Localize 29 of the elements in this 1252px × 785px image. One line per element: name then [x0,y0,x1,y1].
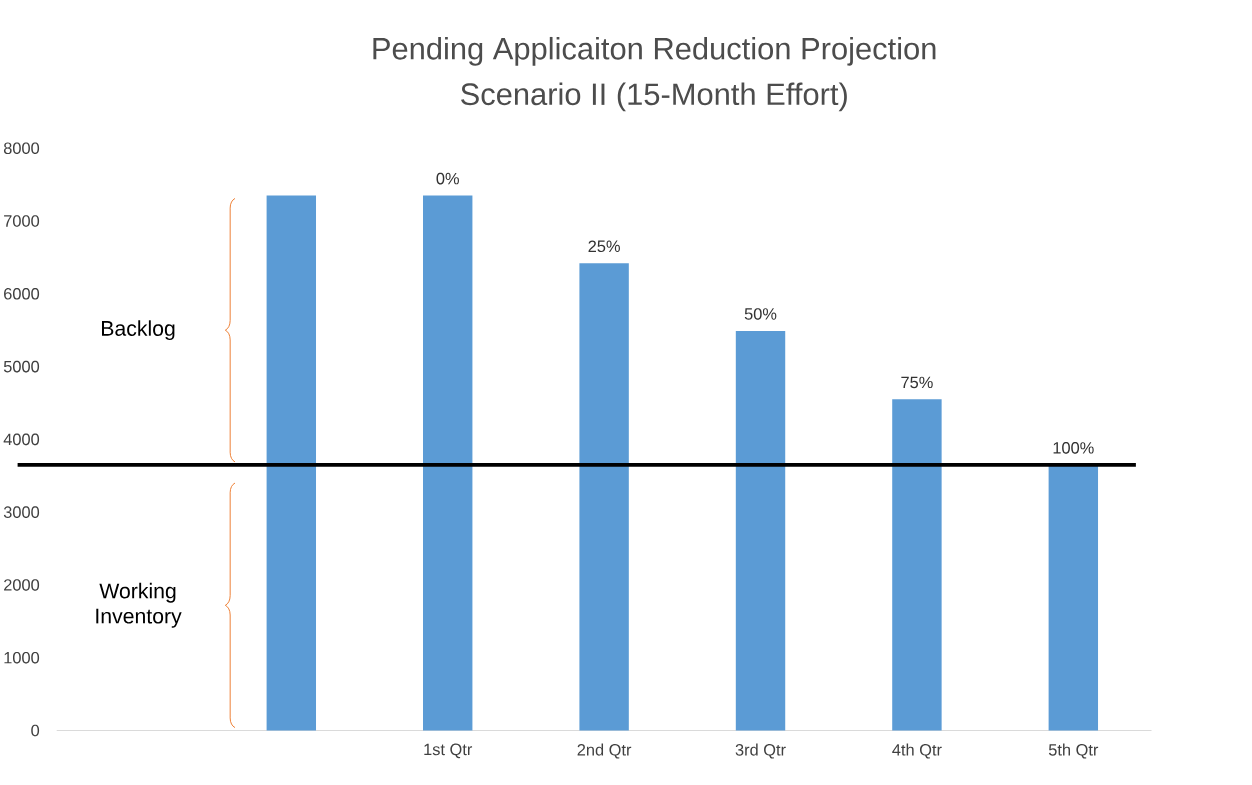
annotation: Backlog [102,320,175,341]
y-tick-label: 8000 [3,142,40,155]
x-tick-label: 1st Qtr [424,743,473,759]
annotation: Working Inventory [96,582,182,628]
y-tick-label: 2000 [4,579,40,591]
chart-title: Pending Applicaiton Reduction Projection [373,37,936,66]
x-tick-label: 2nd Qtr [577,743,632,759]
annotation: 50% [744,308,777,320]
bar [266,195,317,731]
annotation: 100% [1053,442,1094,454]
y-tick-label: 7000 [4,215,40,227]
annotation: 25% [588,240,620,253]
y-tick-label: 5000 [3,360,40,373]
y-tick-label: 6000 [4,288,40,300]
y-tick-label: 0 [31,724,40,737]
y-tick-label: 1000 [4,652,40,664]
bar [1048,464,1099,731]
y-tick-label: 3000 [3,506,40,519]
annotation: 75% [901,376,933,389]
bar [423,195,473,731]
x-tick-label: 3rd Qtr [735,743,786,759]
y-tick-label: 4000 [3,433,40,446]
x-tick-label: 4th Qtr [892,743,942,759]
bar [892,399,942,731]
chart-subtitle: Scenario II (15-Month Effort) [461,82,847,112]
bar [735,331,786,731]
x-tick-label: 5th Qtr [1048,743,1099,759]
annotation: 0% [436,172,459,185]
bar [579,263,629,731]
